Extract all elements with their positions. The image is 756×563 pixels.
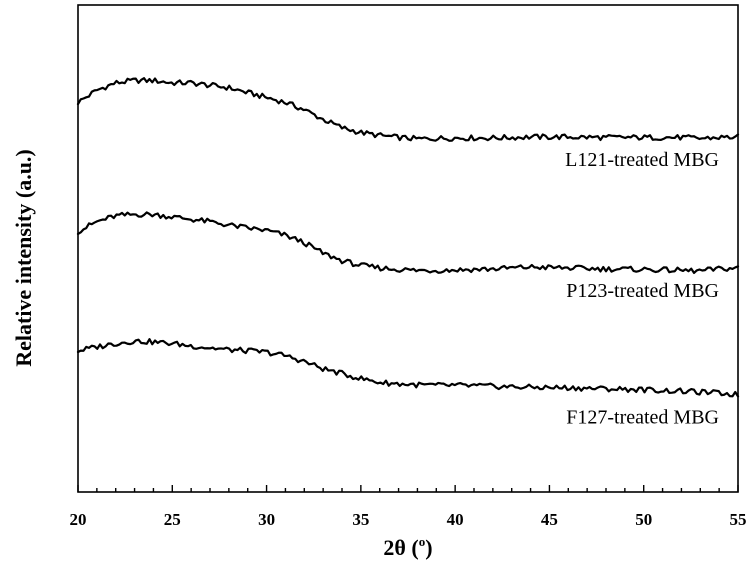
series-line [76,77,740,142]
x-tick-label: 40 [447,510,464,529]
x-tick-label: 35 [352,510,369,529]
x-tick-label: 45 [541,510,558,529]
series-label: P123-treated MBG [566,280,719,302]
series-traces [76,77,740,398]
series-line [76,338,740,398]
x-axis-title: 2θ (o) [383,534,432,560]
x-tick-label: 50 [635,510,652,529]
series-labels: L121-treated MBG P123-treated MBG F127-tre… [565,149,719,429]
x-tick-label: 25 [164,510,181,529]
y-axis-title: Relative intensity (a.u.) [11,149,36,367]
x-axis-title-superscript: o [419,534,426,549]
x-axis-title-close: ) [425,535,432,560]
plot-frame [77,4,739,493]
x-axis-ticks [77,485,739,492]
series-label: F127-treated MBG [566,407,719,429]
series-line [76,211,740,275]
x-tick-label: 55 [730,510,747,529]
x-tick-labels: 20 25 30 35 40 45 50 55 [70,510,747,529]
x-tick-label: 20 [70,510,87,529]
x-tick-label: 30 [258,510,275,529]
series-label: L121-treated MBG [565,149,719,171]
